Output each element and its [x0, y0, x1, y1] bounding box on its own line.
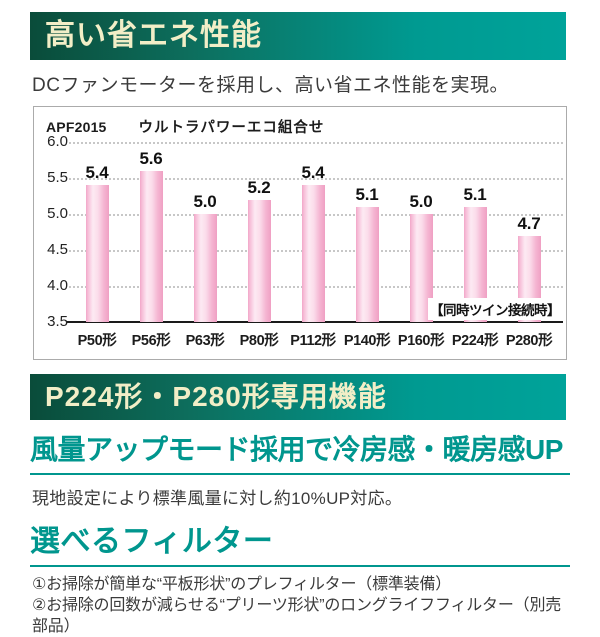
- bar-value-label: 5.1: [463, 184, 487, 204]
- bar-value-label: 5.4: [85, 163, 109, 183]
- gridline: [69, 178, 563, 180]
- bar-value-label: 5.6: [139, 148, 163, 168]
- bar-value-label: 5.4: [301, 163, 325, 183]
- bar-value-label: 5.2: [247, 177, 271, 197]
- y-tick-label: 6.0: [47, 133, 68, 150]
- chart-annotation: 【同時ツイン接続時】: [428, 298, 562, 320]
- x-tick-label: P224形: [451, 333, 499, 349]
- filter-list-item-1: ①お掃除が簡単な“平板形状”のプレフィルター（標準装備）: [32, 576, 452, 593]
- x-tick-label: P112形: [290, 333, 336, 349]
- bar: [355, 206, 379, 322]
- apf-chart: APF2015 ウルトラパワーエコ組合せ 6.0 5.5 5.0 4.5 4.0 3.5 5…: [33, 106, 567, 360]
- section2-banner: P224形・P280形専用機能: [30, 374, 566, 420]
- bar: [85, 185, 109, 322]
- bar-value-label: 4.7: [517, 213, 541, 233]
- bar: [193, 214, 217, 322]
- x-tick-label: P56形: [131, 333, 171, 349]
- section1-banner-title: 高い省エネ性能: [45, 19, 262, 52]
- filter-heading: 選べるフィルター: [30, 525, 274, 558]
- y-tick-label: 4.5: [47, 241, 68, 258]
- x-tick-label: P80形: [239, 333, 279, 349]
- y-tick-label: 5.5: [47, 169, 68, 186]
- x-tick-label: P63形: [185, 333, 225, 349]
- x-axis-line: [67, 321, 563, 323]
- divider-rule-2: [30, 565, 570, 567]
- x-tick-label: P280形: [505, 333, 553, 349]
- chart-title-row: APF2015 ウルトラパワーエコ組合せ: [46, 116, 324, 137]
- bar: [409, 214, 433, 322]
- section2-banner-title: P224形・P280形専用機能: [45, 381, 387, 412]
- filter-list-item-2: ②お掃除の回数が減らせる“プリーツ形状”のロングライフフィルター（別売部品）: [32, 597, 562, 635]
- bar: [247, 199, 271, 322]
- bar: [463, 206, 487, 322]
- y-tick-label: 3.5: [47, 313, 68, 330]
- section1-description: DCファンモーターを採用し、高い省エネ性能を実現。: [32, 75, 509, 96]
- chart-title: APF2015: [46, 119, 107, 135]
- x-tick-label: P50形: [77, 333, 117, 349]
- bar: [301, 185, 325, 322]
- section1-banner: 高い省エネ性能: [30, 12, 566, 60]
- divider-rule-1: [30, 473, 570, 475]
- chart-subtitle: ウルトラパワーエコ組合せ: [138, 120, 325, 136]
- section2-subtitle: 風量アップモード採用で冷房感・暖房感UP: [30, 434, 563, 465]
- x-tick-label: P140形: [343, 333, 391, 349]
- y-tick-label: 4.0: [47, 277, 68, 294]
- filter-list: ①お掃除が簡単な“平板形状”のプレフィルター（標準装備） ②お掃除の回数が減らせ…: [32, 574, 570, 637]
- x-tick-label: P160形: [397, 333, 445, 349]
- bar-value-label: 5.0: [193, 192, 217, 211]
- section2-body: 現地設定により標準風量に対し約10%UP対応。: [32, 489, 403, 508]
- gridline: [69, 142, 563, 144]
- bar: [139, 170, 163, 322]
- bar-value-label: 5.1: [355, 184, 379, 204]
- bar-value-label: 5.0: [409, 192, 433, 211]
- y-tick-label: 5.0: [47, 205, 68, 222]
